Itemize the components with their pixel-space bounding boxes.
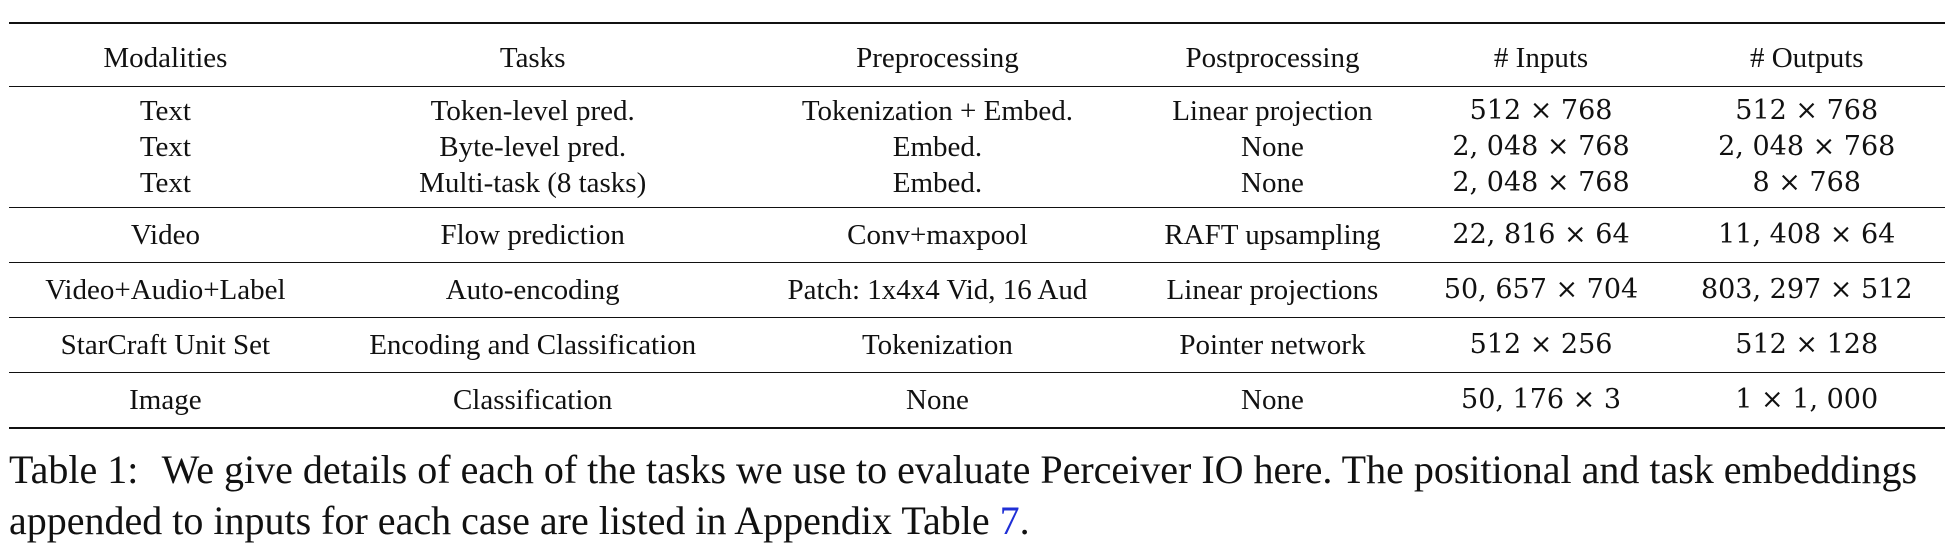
caption-period: . <box>1019 498 1030 543</box>
task-details-table: Modalities Tasks Preprocessing Postproce… <box>9 22 1945 429</box>
header-tasks: Tasks <box>499 42 566 74</box>
table-row: Text Byte-level pred. Embed. None 2, 048… <box>9 129 1945 165</box>
table-body: Text Token-level pred. Tokenization + Em… <box>9 86 1945 428</box>
cell-modality: StarCraft Unit Set <box>60 329 271 361</box>
details-table-container: Modalities Tasks Preprocessing Postproce… <box>9 22 1945 429</box>
appendix-table-link[interactable]: 7 <box>999 498 1020 543</box>
table-row: Text Token-level pred. Tokenization + Em… <box>9 86 1945 130</box>
cell-inputs: 512 × 256 <box>1469 329 1613 360</box>
header-row: Modalities Tasks Preprocessing Postproce… <box>9 23 1945 87</box>
table-row: Text Multi-task (8 tasks) Embed. None 2,… <box>9 165 1945 208</box>
table-row: Video+Audio+Label Auto-encoding Patch: 1… <box>9 262 1945 318</box>
cell-modality: Text <box>139 95 191 127</box>
cell-outputs: 11, 408 × 64 <box>1718 219 1896 250</box>
cell-task: Byte-level pred. <box>439 131 627 163</box>
header-postprocessing: Postprocessing <box>1185 42 1360 74</box>
cell-outputs: 512 × 128 <box>1735 329 1879 360</box>
cell-modality: Video <box>130 219 200 251</box>
cell-modality: Text <box>139 131 191 163</box>
cell-preprocessing: Conv+maxpool <box>847 219 1028 251</box>
cell-postprocessing: None <box>1241 167 1304 199</box>
cell-task: Encoding and Classification <box>369 329 697 361</box>
cell-modality: Text <box>139 167 191 199</box>
cell-inputs: 50, 657 × 704 <box>1443 274 1639 305</box>
cell-preprocessing: Embed. <box>892 131 983 163</box>
cell-modality: Video+Audio+Label <box>45 274 286 306</box>
cell-preprocessing: Embed. <box>892 167 983 199</box>
cell-inputs: 2, 048 × 768 <box>1452 131 1630 162</box>
cell-inputs: 50, 176 × 3 <box>1461 384 1622 415</box>
cell-preprocessing: Tokenization + Embed. <box>801 95 1074 127</box>
cell-task: Auto-encoding <box>445 274 620 306</box>
cell-preprocessing: None <box>906 384 969 416</box>
cell-modality: Image <box>129 384 202 416</box>
caption-label: Table 1: <box>9 447 139 492</box>
cell-preprocessing: Patch: 1x4x4 Vid, 16 Aud <box>787 274 1088 306</box>
cell-postprocessing: None <box>1241 131 1304 163</box>
cell-task: Token-level pred. <box>430 95 635 127</box>
header-preprocessing: Preprocessing <box>856 42 1019 74</box>
table-row: Image Classification None None 50, 176 ×… <box>9 372 1945 428</box>
table-caption: Table 1: We give details of each of the … <box>9 444 1945 546</box>
cell-inputs: 2, 048 × 768 <box>1452 167 1630 198</box>
table-row: Video Flow prediction Conv+maxpool RAFT … <box>9 207 1945 263</box>
cell-postprocessing: None <box>1241 384 1304 416</box>
cell-task: Multi-task (8 tasks) <box>419 167 647 199</box>
cell-postprocessing: RAFT upsampling <box>1164 219 1381 251</box>
cell-postprocessing: Pointer network <box>1179 329 1366 361</box>
cell-inputs: 512 × 768 <box>1469 95 1613 126</box>
caption-text: We give details of each of the tasks we … <box>9 447 1918 543</box>
cell-outputs: 803, 297 × 512 <box>1700 274 1913 305</box>
header-modalities: Modalities <box>103 42 228 74</box>
header-outputs: # Outputs <box>1749 42 1864 74</box>
cell-postprocessing: Linear projections <box>1166 274 1379 306</box>
header-inputs: # Inputs <box>1493 42 1589 74</box>
cell-inputs: 22, 816 × 64 <box>1452 219 1630 250</box>
table-header: Modalities Tasks Preprocessing Postproce… <box>9 23 1945 87</box>
cell-preprocessing: Tokenization <box>861 329 1013 361</box>
cell-outputs: 2, 048 × 768 <box>1718 131 1896 162</box>
cell-task: Classification <box>452 384 613 416</box>
table-row: StarCraft Unit Set Encoding and Classifi… <box>9 317 1945 373</box>
cell-outputs: 8 × 768 <box>1752 167 1861 198</box>
cell-outputs: 1 × 1, 000 <box>1735 384 1879 415</box>
cell-task: Flow prediction <box>440 219 625 251</box>
cell-postprocessing: Linear projection <box>1172 95 1373 127</box>
cell-outputs: 512 × 768 <box>1735 95 1879 126</box>
